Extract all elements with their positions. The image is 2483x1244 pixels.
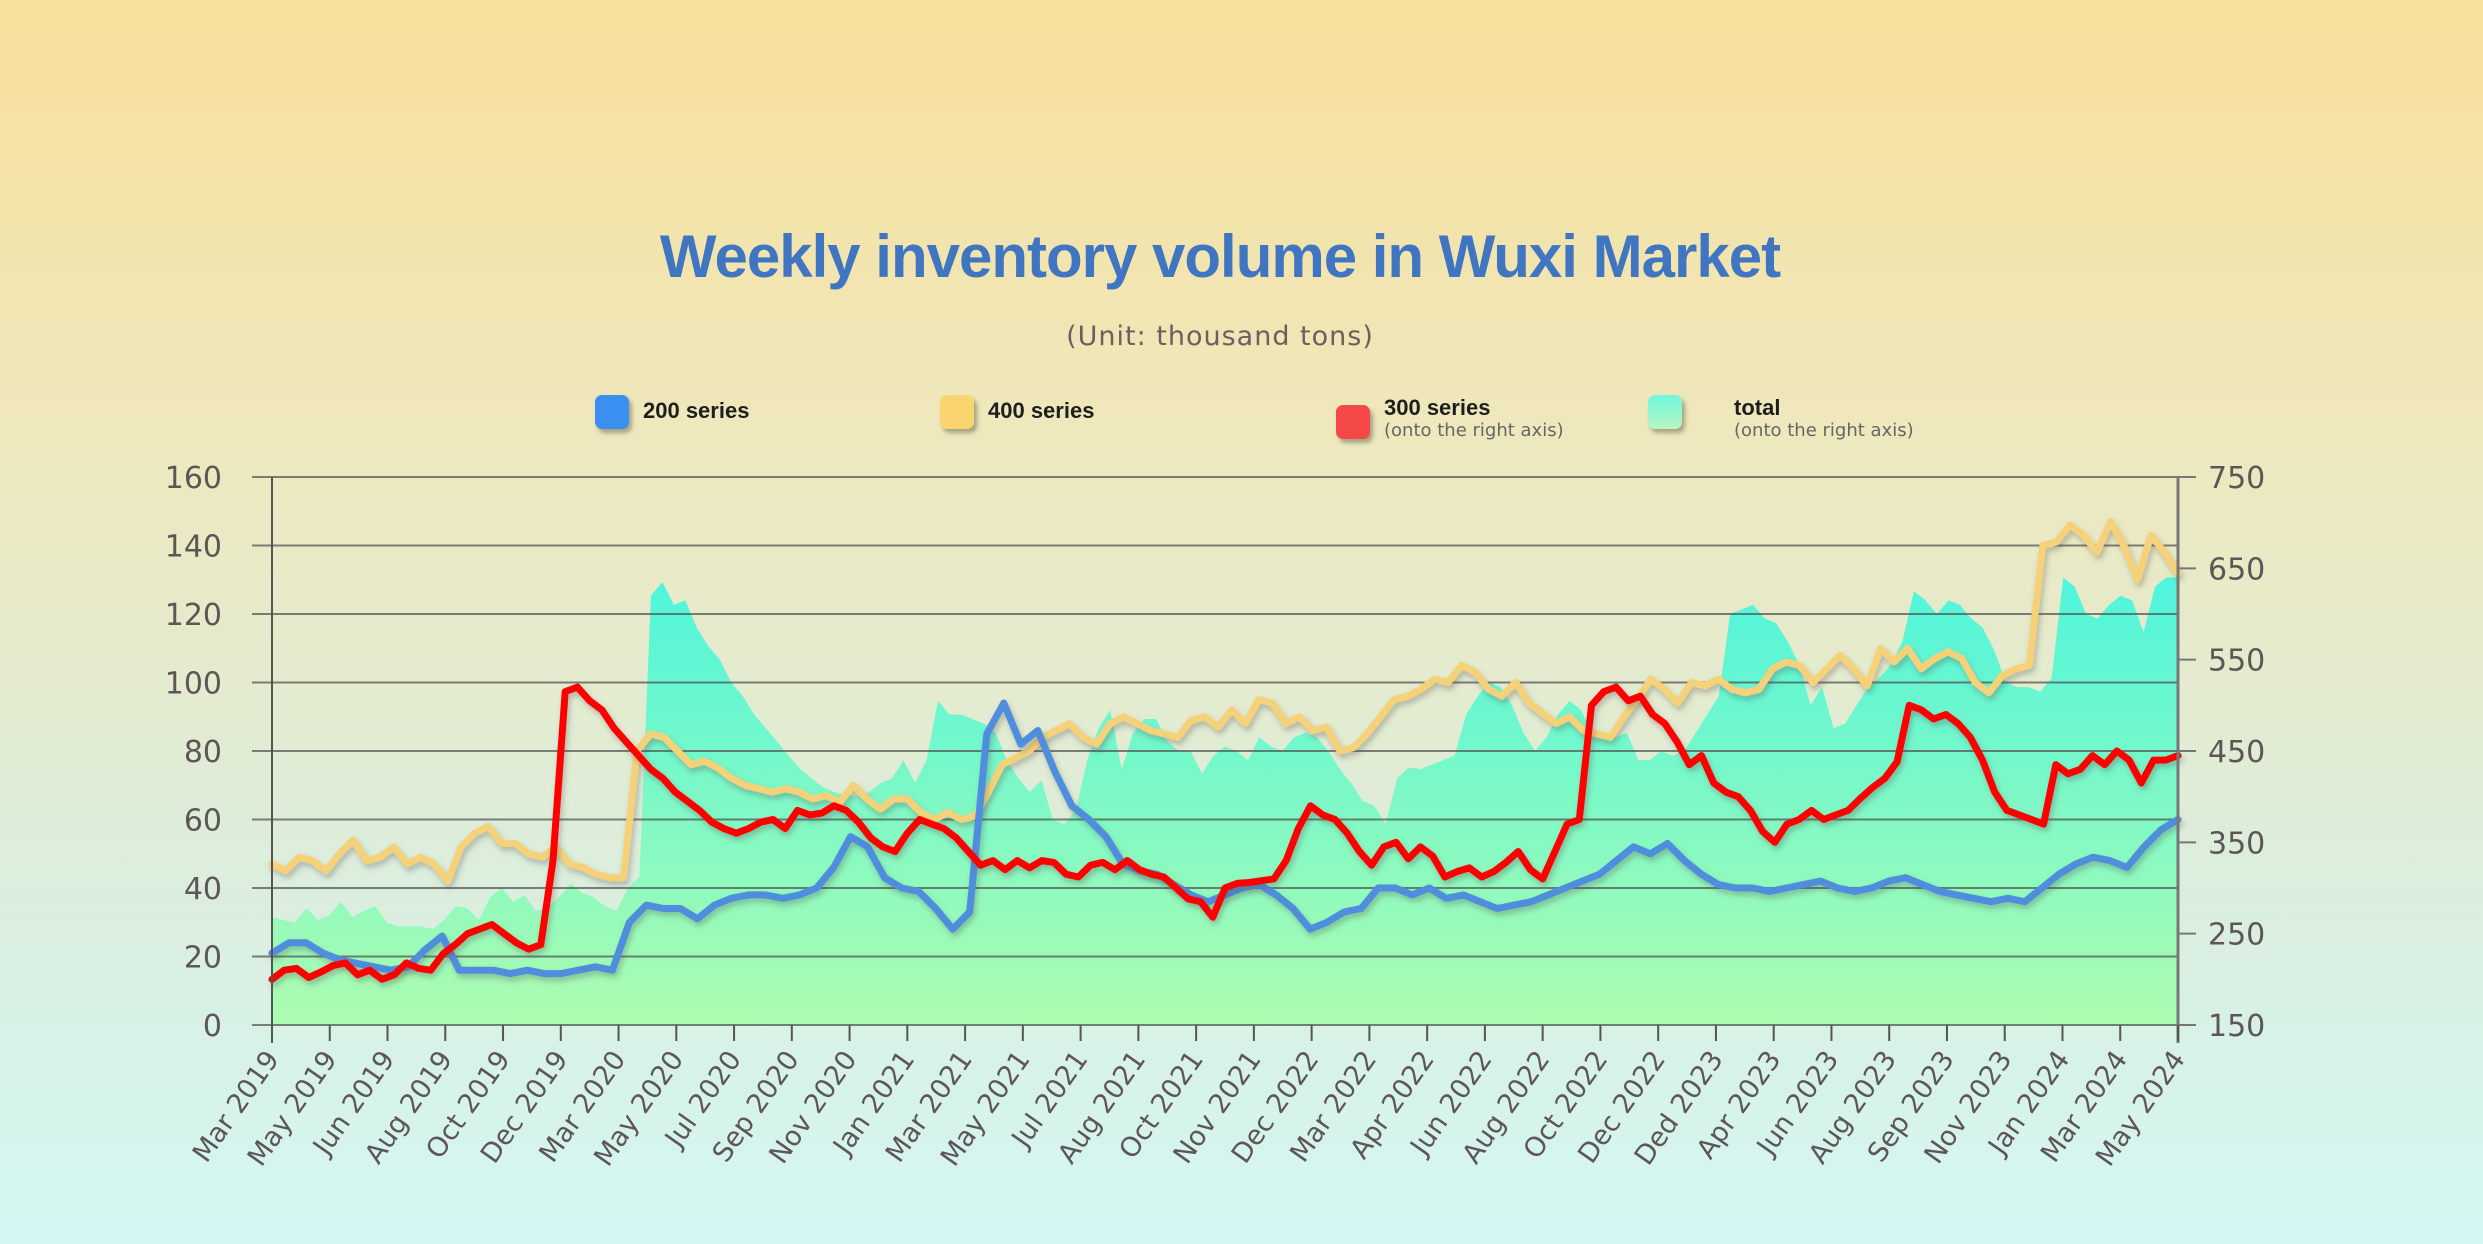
y-left-tick-label: 100 [165,667,222,702]
line-layer [268,518,2182,983]
y-right-tick-label: 650 [2208,552,2265,587]
y-left-tick-label: 60 [184,804,222,839]
legend-label: 200 series [643,398,750,423]
y-right-tick-label: 350 [2208,826,2265,861]
legend-note: (onto the right axis) [1734,420,1914,441]
legend-label: 400 series [988,398,1095,423]
area-layer [272,577,2178,1025]
legend-item-400-series[interactable]: 400 series [940,395,1094,429]
area-total [272,577,2178,1025]
blue-square-swatch-icon [595,395,629,429]
line-400-series [268,518,2182,885]
legend-item-300-series[interactable]: 300 series (onto the right axis) [1336,395,1564,441]
y-left-tick-label: 20 [184,941,222,976]
y-left-tick-label: 160 [165,461,222,496]
y-left-tick-label: 80 [184,735,222,770]
red-square-swatch-icon [1336,405,1370,439]
y-right-tick-label: 750 [2208,461,2265,496]
y-right-tick-label: 450 [2208,735,2265,770]
y-right-tick-label: 550 [2208,644,2265,679]
y-right-tick-label: 150 [2208,1009,2265,1044]
y-left-tick-label: 40 [184,872,222,907]
chart-title: Weekly inventory volume in Wuxi Market [659,223,1781,290]
chart-subtitle: (Unit: thousand tons) [1066,321,1374,352]
line-300-series [268,683,2182,983]
yellow-square-swatch-icon [940,395,974,429]
legend-label: total [1734,395,1781,420]
legend-item-total[interactable]: total (onto the right axis) [1648,395,1914,441]
legend-label: 300 series [1384,395,1491,420]
teal-square-swatch-icon [1648,395,1682,429]
y-left-tick-label: 0 [203,1009,222,1044]
y-left-tick-label: 120 [165,598,222,633]
legend-item-200-series[interactable]: 200 series [595,395,749,429]
y-left-tick-label: 140 [165,530,222,565]
y-right-tick-label: 250 [2208,918,2265,953]
legend-note: (onto the right axis) [1384,420,1564,441]
